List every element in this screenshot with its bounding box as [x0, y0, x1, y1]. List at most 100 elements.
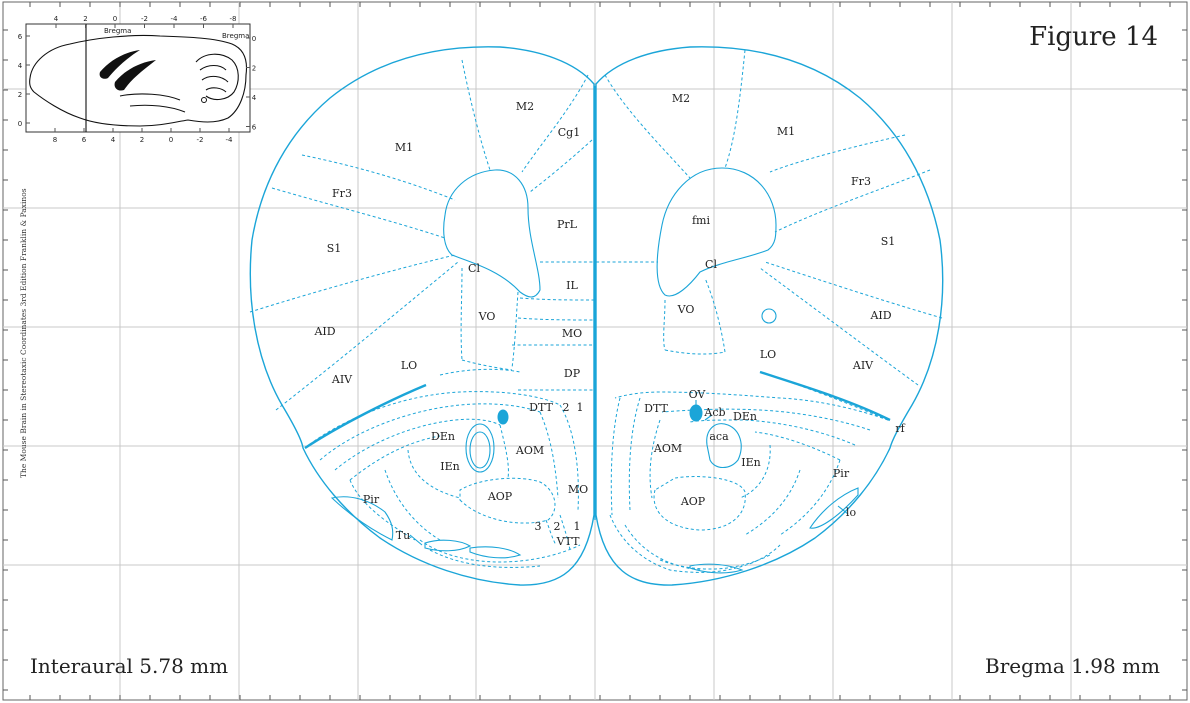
inset-right-ticks: 0 2 4 6 [246, 35, 257, 132]
region-label-aid-right: AID [869, 309, 891, 322]
region-label-mo2-left: MO [568, 483, 588, 496]
inset-tick-label: -2 [197, 136, 204, 144]
inset-tick-label: 2 [83, 15, 87, 23]
region-label-dtt2-left: 2 [563, 401, 570, 414]
region-label-m2-left: M2 [516, 100, 534, 113]
inset-left-ticks: 6 4 2 0 [18, 33, 30, 128]
region-label-aca-right: aca [709, 430, 729, 443]
region-label-il-left: IL [566, 279, 578, 292]
inset-tick-label: 4 [252, 94, 257, 102]
region-label-s1-left: S1 [327, 242, 342, 255]
right-lateral-olfactory-tract [809, 487, 859, 529]
region-label-m1-left: M1 [395, 141, 413, 154]
inset-tick-label: -4 [171, 15, 179, 23]
inset-tick-label: 4 [111, 136, 116, 144]
right-hemisphere-outline [595, 46, 944, 586]
region-label-m1-right: M1 [777, 125, 795, 138]
inset-tick-label: 2 [252, 65, 256, 73]
inset-tick-label: -8 [230, 15, 237, 23]
left-lateral-olfactory-ellipse [465, 423, 495, 473]
region-label-fmi-right: fmi [692, 214, 711, 227]
region-label-lo-right: LO [760, 348, 776, 361]
right-olfactory-ventricle [689, 404, 703, 422]
region-label-dp-left: DP [564, 367, 581, 380]
region-label-dtt-left: DTT [529, 401, 553, 414]
inset-tick-label: 0 [18, 120, 22, 128]
region-label-aom-right: AOM [653, 442, 682, 455]
region-label-vo-left: VO [478, 310, 496, 323]
region-label-aid-left: AID [313, 325, 335, 338]
region-label-aiv-right: AIV [852, 359, 874, 372]
region-label-fr3-right: Fr3 [851, 175, 871, 188]
inset-bottom-ticks: 8 6 4 2 0 -2 -4 [53, 128, 233, 144]
inset-tick-label: -2 [141, 15, 148, 23]
region-label-acb-right: Acb [703, 406, 725, 419]
region-label-rf-right: rf [895, 422, 905, 435]
region-label-m2-right: M2 [672, 92, 690, 105]
inset-tick-label: 4 [54, 15, 59, 23]
right-cortical-boundaries [596, 49, 943, 421]
inset-tick-label: -4 [226, 136, 234, 144]
inset-tick-label: 0 [113, 15, 117, 23]
region-label-aop-right: AOP [680, 495, 706, 508]
region-label-vtt3-left: 3 [535, 520, 542, 533]
region-label-cl-right: Cl [705, 258, 717, 271]
interaural-coordinate: Interaural 5.78 mm [30, 654, 228, 678]
right-forceps-minor [656, 167, 777, 297]
edge-ticks [3, 2, 1187, 700]
region-label-lo2-right: lo [846, 506, 857, 519]
inset-tick-label: 4 [18, 62, 23, 70]
region-label-pir-left: Pir [363, 493, 380, 506]
region-label-cg1-left: Cg1 [558, 126, 580, 139]
region-label-s1-right: S1 [881, 235, 896, 248]
region-label-vo-right: VO [677, 303, 695, 316]
side-credit: The Mouse Brain in Stereotaxic Coordinat… [19, 188, 28, 478]
left-piriform-outline [330, 496, 394, 541]
region-label-mo-left: MO [562, 327, 582, 340]
region-label-dtt-right: DTT [644, 402, 668, 415]
inset-tick-label: 0 [169, 136, 173, 144]
region-label-vtt2-left: 2 [554, 520, 561, 533]
region-label-vtt-left: VTT [556, 535, 580, 548]
region-label-cl-left: Cl [468, 262, 480, 275]
figure-title: Figure 14 [1029, 22, 1158, 52]
right-rhinal-fissure [759, 370, 891, 422]
region-label-aom-left: AOM [515, 444, 544, 457]
region-label-den-left: DEn [431, 430, 455, 443]
inset-tick-label: 6 [18, 33, 23, 41]
left-cortical-boundaries [249, 59, 595, 411]
inset-top-ticks: 4 2 0 -2 -4 -6 -8 [54, 15, 237, 28]
ventricle-shape [99, 50, 140, 79]
region-label-dtt1-left: 1 [577, 401, 584, 414]
region-label-den-right: DEn [733, 410, 757, 423]
region-label-ien-left: IEn [440, 460, 459, 473]
region-label-ien-right: IEn [741, 456, 760, 469]
right-region-labels: M2 M1 Fr3 fmi S1 Cl VO AID LO AIV OV DTT Acb DEn rf aca… [644, 92, 905, 519]
left-olfactory-region [304, 391, 581, 568]
region-label-aop-left: AOP [487, 490, 513, 503]
inset-tick-label: 6 [82, 136, 87, 144]
left-forceps-minor [443, 169, 541, 298]
right-small-circle [761, 308, 777, 324]
inset-bregma-label-right: Bregma [222, 32, 249, 40]
left-olfactory-ventricle [497, 409, 509, 425]
right-olfactory-region [609, 308, 889, 574]
region-label-prl-left: PrL [557, 218, 578, 231]
inset-tick-label: 6 [252, 124, 257, 132]
bregma-coordinate: Bregma 1.98 mm [985, 654, 1160, 678]
region-label-vtt1-left: 1 [574, 520, 581, 533]
region-label-tu-left: Tu [396, 529, 410, 542]
region-label-lo-left: LO [401, 359, 417, 372]
left-hemisphere-outline [249, 46, 595, 586]
sagittal-inset: Bregma Bregma 4 2 0 -2 -4 -6 -8 8 6 4 2 0 -2 -4 6 4 2 0… [18, 15, 257, 144]
inset-bregma-label-top: Bregma [104, 27, 131, 35]
inset-tick-label: -6 [200, 15, 208, 23]
region-label-pir-right: Pir [833, 467, 850, 480]
region-label-fr3-left: Fr3 [332, 187, 352, 200]
inset-tick-label: 2 [140, 136, 144, 144]
region-label-ov-right: OV [689, 388, 707, 401]
inset-tick-label: 8 [53, 136, 57, 144]
